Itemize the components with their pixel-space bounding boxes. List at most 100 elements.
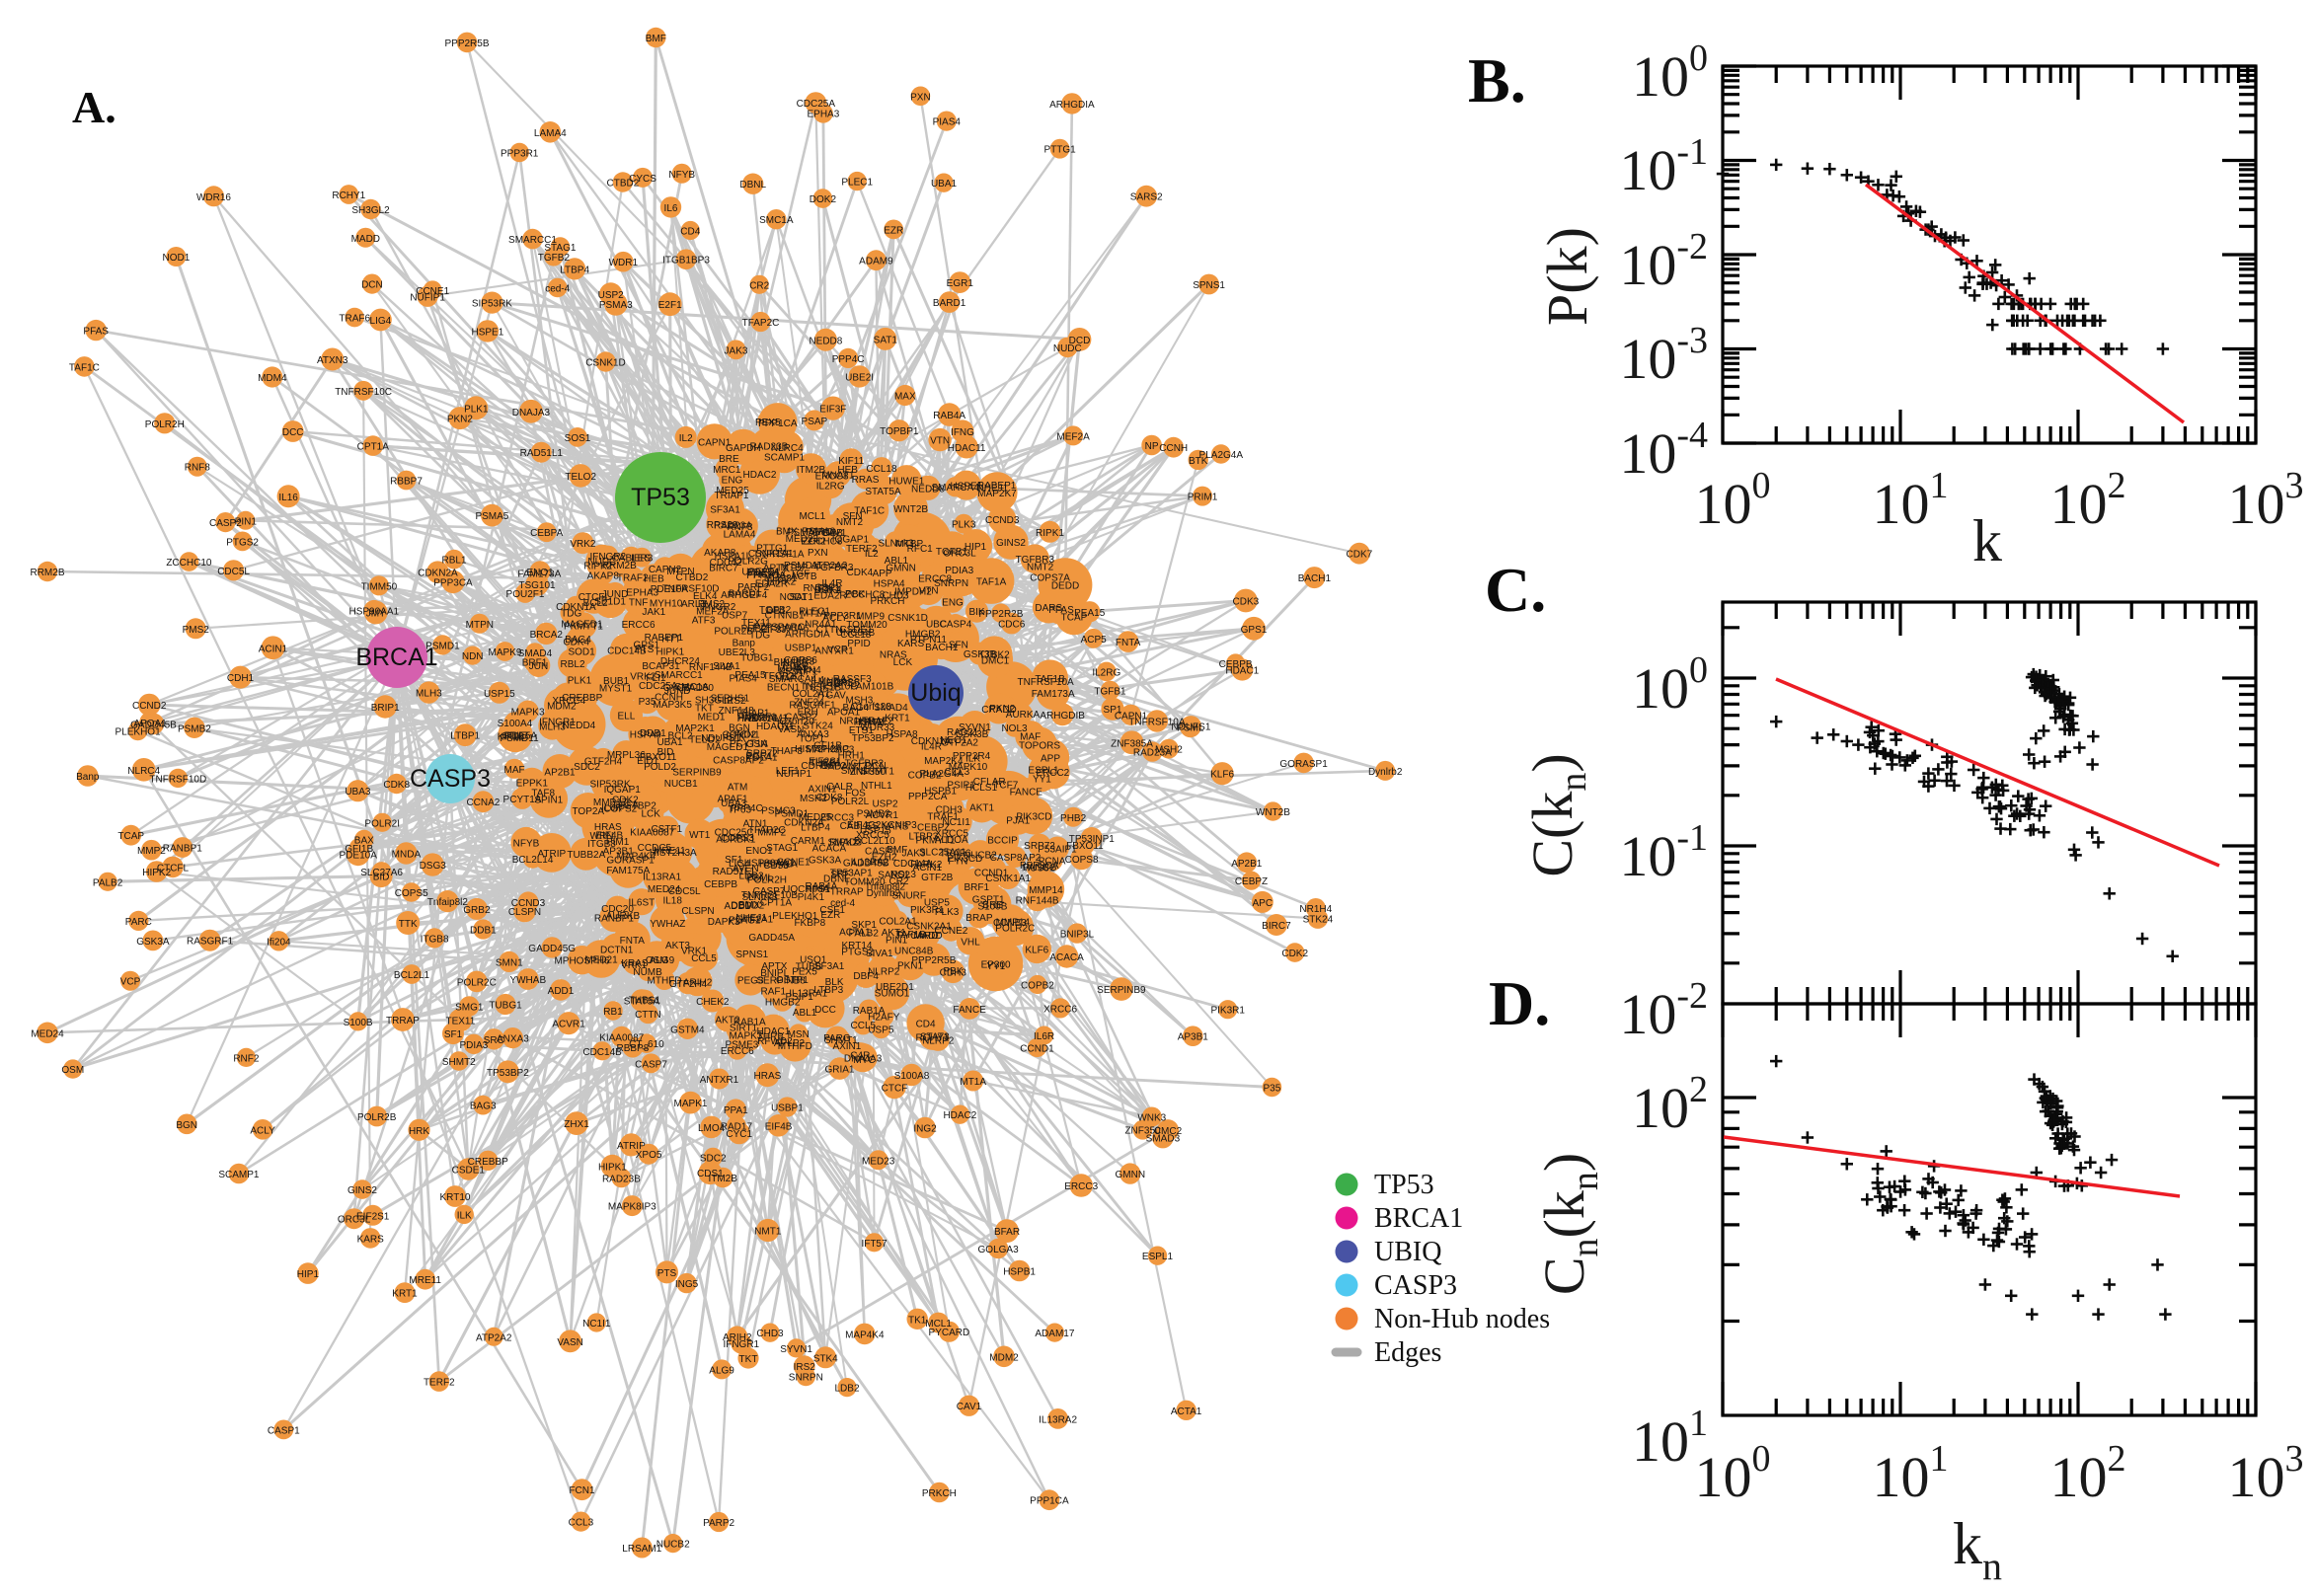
svg-text:PPP2R2B: PPP2R2B (978, 609, 1023, 620)
svg-text:ATP2A2: ATP2A2 (476, 1332, 512, 1343)
svg-text:RAB4A: RAB4A (933, 411, 965, 421)
svg-text:PPP3R1: PPP3R1 (501, 149, 539, 160)
svg-text:CDK8: CDK8 (383, 780, 410, 791)
svg-text:PXN: PXN (910, 92, 931, 103)
svg-text:TOPORS: TOPORS (1019, 740, 1060, 751)
svg-text:ZCCHC10: ZCCHC10 (166, 558, 212, 569)
svg-text:USP15: USP15 (484, 689, 515, 700)
svg-text:ELL: ELL (618, 712, 636, 722)
svg-text:POLR2I: POLR2I (364, 818, 400, 829)
svg-text:DCC: DCC (814, 1005, 836, 1016)
svg-text:TP53: TP53 (631, 484, 690, 511)
svg-text:PTTG1: PTTG1 (1043, 145, 1076, 156)
svg-text:ITGB8: ITGB8 (421, 934, 449, 945)
svg-text:SKP1: SKP1 (851, 920, 877, 931)
svg-text:CDC25A: CDC25A (797, 99, 836, 110)
svg-text:RBBP7: RBBP7 (390, 477, 423, 488)
svg-text:FAM175A: FAM175A (606, 866, 650, 876)
svg-text:APP: APP (1041, 753, 1060, 764)
svg-text:MED24: MED24 (31, 1028, 64, 1039)
svg-text:GAPDH: GAPDH (726, 443, 761, 454)
svg-text:DCTN1: DCTN1 (600, 946, 634, 956)
svg-text:RIPK1: RIPK1 (1036, 528, 1064, 539)
svg-text:USBP1: USBP1 (785, 644, 817, 654)
svg-text:CTNNB1: CTNNB1 (765, 611, 805, 622)
svg-text:POLA1: POLA1 (745, 752, 778, 763)
svg-text:NUDC: NUDC (1053, 343, 1082, 354)
svg-text:BACH1: BACH1 (1298, 573, 1332, 584)
svg-text:S100A4: S100A4 (498, 719, 533, 729)
svg-text:POU2F1: POU2F1 (506, 589, 545, 600)
svg-text:CDK2: CDK2 (1281, 949, 1308, 959)
svg-text:RBL1: RBL1 (441, 556, 466, 567)
svg-text:HRAS: HRAS (754, 1071, 782, 1082)
svg-text:BRCA1: BRCA1 (355, 644, 437, 671)
svg-text:XRCC6: XRCC6 (1043, 1004, 1077, 1015)
svg-text:CDC14B: CDC14B (582, 1047, 622, 1058)
svg-text:TRAF2: TRAF2 (617, 573, 649, 584)
svg-text:MSH2: MSH2 (800, 794, 827, 804)
svg-text:BCL2L14: BCL2L14 (512, 855, 554, 866)
svg-text:TUBG1: TUBG1 (489, 1001, 522, 1012)
svg-text:PCYT1A: PCYT1A (503, 795, 542, 805)
svg-text:DSG3: DSG3 (420, 861, 447, 872)
svg-text:NFYB: NFYB (668, 170, 695, 181)
svg-text:RNF2: RNF2 (233, 1053, 260, 1064)
svg-text:ARHGEF4: ARHGEF4 (721, 590, 768, 601)
svg-text:IL6: IL6 (664, 203, 678, 214)
svg-text:WNT2B: WNT2B (893, 504, 928, 515)
svg-text:ESPL1: ESPL1 (1142, 1252, 1174, 1262)
svg-text:E2F1: E2F1 (658, 300, 682, 311)
svg-text:ANXA3: ANXA3 (497, 1034, 529, 1045)
svg-text:CLSPN: CLSPN (681, 906, 714, 917)
svg-text:NDUFS1: NDUFS1 (1171, 722, 1210, 733)
svg-text:APC: APC (1253, 898, 1274, 909)
svg-text:GINS2: GINS2 (347, 1185, 377, 1196)
svg-text:GSK3A: GSK3A (136, 937, 170, 948)
svg-text:IL13RA1: IL13RA1 (789, 989, 827, 1000)
svg-text:TEX11: TEX11 (445, 1017, 475, 1027)
svg-text:TGFBR3: TGFBR3 (814, 563, 854, 573)
svg-text:PDE5A: PDE5A (504, 730, 537, 741)
svg-text:KLF6: KLF6 (1210, 770, 1234, 781)
svg-text:NMT2: NMT2 (1027, 562, 1054, 572)
svg-text:GRIA1: GRIA1 (824, 1065, 854, 1076)
svg-text:LIG4: LIG4 (370, 316, 392, 327)
svg-text:VCP: VCP (120, 977, 141, 988)
svg-text:ORC3L: ORC3L (943, 548, 976, 559)
svg-text:TTK: TTK (399, 919, 418, 930)
svg-text:TDG: TDG (561, 609, 581, 620)
svg-text:AVEN: AVEN (733, 864, 759, 874)
svg-text:PIK3CD: PIK3CD (947, 854, 982, 865)
svg-text:MSH2: MSH2 (1155, 745, 1183, 756)
svg-text:C7orf20: C7orf20 (779, 717, 814, 727)
svg-text:CCND1: CCND1 (1020, 1043, 1054, 1054)
svg-text:HDAC11: HDAC11 (948, 443, 986, 454)
svg-text:MED1: MED1 (698, 713, 726, 723)
svg-text:C(kn): C(kn) (1520, 753, 1594, 876)
svg-text:DOK2: DOK2 (810, 194, 837, 205)
svg-text:AKT2: AKT2 (715, 1016, 739, 1026)
svg-text:PMS2: PMS2 (183, 625, 210, 636)
svg-text:ATRIP: ATRIP (617, 1141, 646, 1152)
svg-text:KRT1: KRT1 (392, 1289, 418, 1300)
svg-text:DFFA: DFFA (613, 800, 639, 811)
svg-text:WT1: WT1 (689, 830, 711, 841)
svg-text:CD4: CD4 (680, 227, 700, 238)
svg-text:ARHGDIB: ARHGDIB (1040, 711, 1085, 722)
svg-text:DCC: DCC (282, 427, 304, 438)
svg-text:MUS81: MUS81 (1022, 864, 1055, 874)
svg-text:HEB: HEB (837, 465, 858, 476)
svg-text:BRIP1: BRIP1 (371, 703, 400, 714)
svg-text:TELO2: TELO2 (689, 735, 721, 746)
svg-text:SPNS1: SPNS1 (1193, 280, 1225, 291)
svg-text:PPP1CA: PPP1CA (1030, 1496, 1069, 1507)
svg-text:MED23: MED23 (862, 1156, 895, 1167)
svg-text:PSMA5: PSMA5 (475, 511, 508, 522)
svg-text:MRPL36: MRPL36 (607, 750, 646, 761)
svg-text:MAPK1: MAPK1 (674, 1099, 708, 1109)
svg-text:COPS5: COPS5 (395, 888, 428, 899)
svg-text:USBP1: USBP1 (771, 1103, 804, 1114)
svg-text:KIAA0087: KIAA0087 (599, 1033, 644, 1044)
svg-text:PDIA3: PDIA3 (459, 1040, 488, 1051)
